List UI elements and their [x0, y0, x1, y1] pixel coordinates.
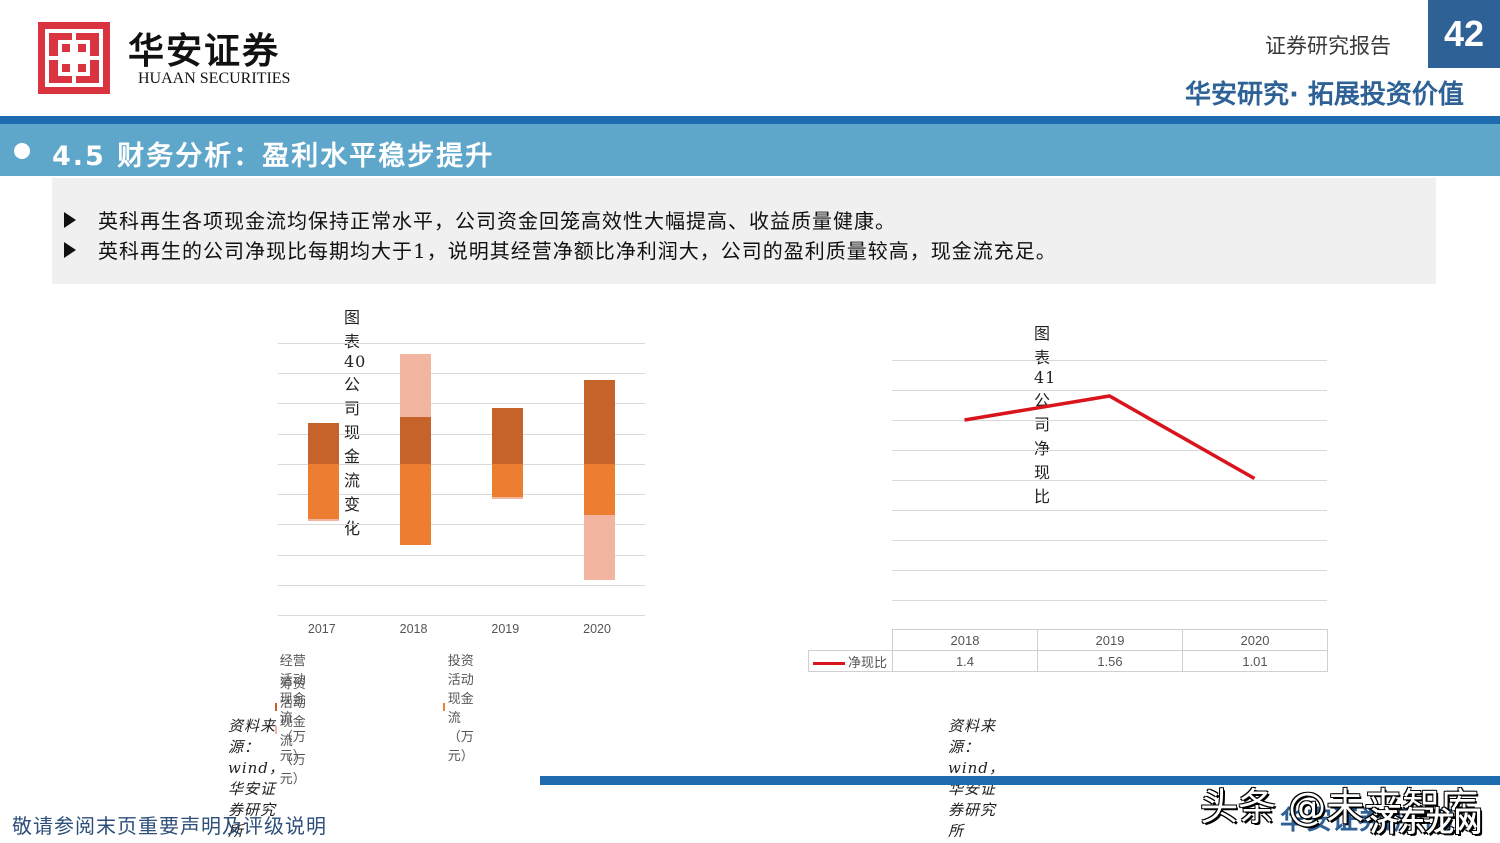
legend-item-investing: 投资活动现金流（万元）: [443, 650, 480, 764]
table-cell: 1.01: [1182, 650, 1328, 672]
bar-segment: [400, 463, 432, 546]
logo-mark: [38, 22, 110, 94]
section-header-bar: [0, 124, 1500, 176]
gridline: [278, 615, 645, 616]
page-number: 42: [1428, 0, 1500, 68]
bar-segment: [491, 407, 523, 464]
bar-segment: [400, 353, 432, 418]
table-header-year: 2018: [892, 629, 1038, 651]
legend-item-financing: 筹资活动现金流（万元）: [275, 673, 312, 787]
table-header-year: 2020: [1182, 629, 1328, 651]
summary-bullet: 英科再生各项现金流均保持正常水平，公司资金回笼高效性大幅提高、收益质量健康。: [64, 205, 896, 234]
legend-swatch: [275, 703, 277, 711]
legend-label: 经营活动现金流（万元）: [279, 654, 306, 764]
legend-label: 筹资活动现金流（万元）: [279, 677, 306, 787]
legend-line-icon: [813, 661, 845, 665]
gridline: [278, 403, 645, 405]
arrow-bullet-icon: [64, 211, 76, 228]
gridline: [892, 390, 1327, 391]
section-title: 4.5 财务分析：盈利水平稳步提升: [52, 141, 495, 172]
disclaimer-link[interactable]: 敬请参阅末页重要声明及评级说明: [12, 814, 327, 838]
table-header-year: 2019: [1037, 629, 1183, 651]
summary-bullet-text: 英科再生各项现金流均保持正常水平，公司资金回笼高效性大幅提高、收益质量健康。: [98, 209, 896, 233]
footer-brand: 华安证券研究所: [1280, 806, 1463, 836]
gridline: [278, 433, 645, 435]
report-type-label: 证券研究报告: [1265, 34, 1391, 58]
summary-bullet-text: 英科再生的公司净现比每期均大于1，说明其经营净额比净利润大，公司的盈利质量较高，…: [98, 239, 1057, 263]
arrow-bullet-icon: [64, 241, 76, 258]
gridline: [278, 343, 645, 344]
table-cell: 1.4: [892, 650, 1038, 672]
gridline: [892, 600, 1327, 601]
bar-segment: [583, 463, 615, 516]
table-cell: 1.56: [1037, 650, 1183, 672]
x-tick-label: 2019: [491, 622, 520, 636]
footer-divider: [540, 776, 1500, 785]
summary-box: 英科再生各项现金流均保持正常水平，公司资金回笼高效性大幅提高、收益质量健康。 英…: [52, 178, 1436, 284]
x-tick-label: 2018: [399, 622, 428, 636]
chart-source: 资料来源：wind，华安证券研究所: [228, 717, 285, 840]
gridline: [278, 373, 645, 375]
bar-segment: [583, 380, 615, 464]
chart-data-table: 2018 2019 2020 净现比 1.4 1.56 1.01: [808, 629, 1328, 672]
gridline: [892, 510, 1327, 511]
bullet-dot-icon: [14, 143, 30, 159]
watermark: 济东龙网: [1370, 805, 1483, 838]
huaan-logo-icon: [45, 29, 103, 87]
legend-swatch: [443, 703, 445, 711]
gridline: [892, 450, 1327, 451]
legend-label: 投资活动现金流（万元）: [447, 654, 474, 764]
bar-segment: [308, 519, 340, 522]
table-series-label: 净现比: [808, 650, 893, 672]
gridline: [892, 360, 1327, 361]
logo-chinese-name: 华安证券: [128, 30, 281, 72]
slogan: 华安研究· 拓展投资价值: [1185, 80, 1464, 110]
gridline: [278, 494, 645, 496]
header-divider: [0, 116, 1500, 124]
bar-segment: [308, 423, 340, 464]
legend-swatch: [275, 726, 277, 734]
gridline: [892, 420, 1327, 421]
gridline: [278, 554, 645, 556]
legend-item-operating: 经营活动现金流（万元）: [275, 650, 312, 764]
bar-segment: [308, 463, 340, 520]
bar-segment: [491, 463, 523, 498]
ratio-line-path: [964, 394, 1256, 481]
gridline: [892, 480, 1327, 481]
gridline: [892, 540, 1327, 541]
logo-english-name: HUAAN SECURITIES: [138, 70, 291, 87]
gridline: [278, 463, 645, 465]
bar-segment: [491, 497, 523, 499]
gridline: [278, 584, 645, 586]
gridline: [278, 524, 645, 526]
chart-title: 图表41 公司净现比: [1034, 324, 1057, 506]
bar-segment: [583, 515, 615, 580]
x-tick-label: 2017: [307, 622, 336, 636]
gridline: [892, 570, 1327, 571]
watermark: 头条 @未来智库: [1200, 785, 1479, 829]
x-tick-label: 2020: [583, 622, 611, 636]
bar-segment: [400, 417, 432, 464]
summary-bullet: 英科再生的公司净现比每期均大于1，说明其经营净额比净利润大，公司的盈利质量较高，…: [64, 235, 1057, 264]
